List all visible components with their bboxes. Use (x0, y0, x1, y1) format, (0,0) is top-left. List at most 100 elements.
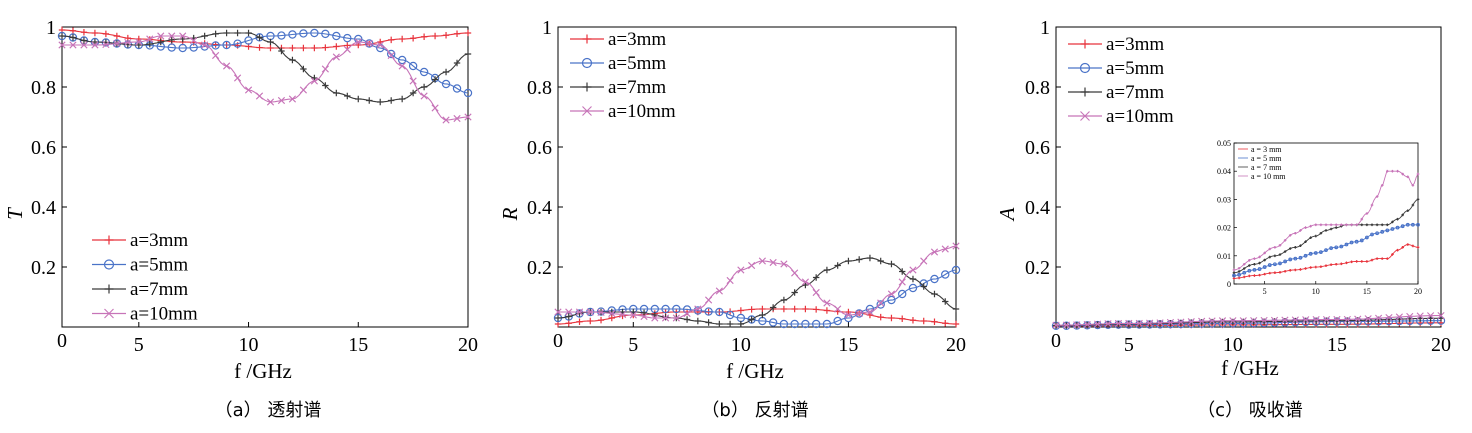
data-point (189, 43, 198, 52)
inset-data-point (1365, 212, 1369, 215)
legend-label-a7: a=7mm (608, 77, 666, 98)
inset-data-point (1319, 231, 1323, 235)
inset-data-point (1350, 223, 1353, 227)
data-point (1281, 316, 1289, 324)
data-point (1250, 318, 1257, 325)
data-point (780, 305, 788, 313)
legend-marker (103, 259, 115, 270)
inset-data-point (1283, 259, 1288, 264)
legend-marker (582, 106, 592, 116)
data-point (464, 29, 472, 37)
inset-data-point (1294, 246, 1297, 249)
data-point (930, 274, 939, 284)
data-point (1052, 321, 1060, 329)
x-tick-label: 15 (838, 334, 858, 356)
data-point (58, 41, 66, 49)
data-point (575, 309, 584, 318)
data-point (420, 33, 428, 40)
data-point (398, 62, 406, 70)
y-tick-label: 0.4 (1025, 197, 1050, 219)
data-point (442, 116, 450, 124)
inset-data-point (1242, 270, 1247, 275)
data-point (397, 55, 407, 65)
data-point (398, 35, 406, 43)
inset-data-point (1278, 261, 1282, 266)
x-tick-label: 5 (1124, 334, 1134, 356)
x-axis-label: f /GHz (1221, 356, 1279, 380)
data-point (705, 319, 712, 326)
legend-marker (582, 34, 592, 44)
data-point (899, 268, 906, 275)
inset-data-point (1304, 267, 1307, 270)
data-point (245, 29, 252, 37)
data-point (1114, 319, 1123, 328)
x-tick-label: 20 (1431, 334, 1451, 356)
inset-data-point (1416, 198, 1420, 201)
inset-data-point (1237, 270, 1241, 273)
inset-data-point (1391, 253, 1394, 256)
data-point (1374, 314, 1383, 322)
inset-data-point (1345, 261, 1348, 265)
data-point (408, 61, 418, 71)
data-point (1208, 318, 1216, 326)
inset-data-point (1365, 223, 1369, 227)
data-point (1219, 318, 1226, 326)
inset-data-point (1386, 169, 1389, 173)
inset-data-point (1410, 222, 1415, 227)
inset-data-point (1406, 175, 1410, 179)
data-point (1229, 318, 1237, 326)
data-point (398, 95, 406, 103)
data-point (1427, 312, 1435, 320)
data-point (255, 33, 264, 42)
data-point (854, 309, 864, 318)
data-point (576, 318, 583, 325)
data-point (952, 242, 960, 250)
inset-data-point (1263, 272, 1266, 276)
legend-label-a10: a=10mm (1106, 106, 1174, 127)
panel-caption: （a） 透射谱 (215, 400, 322, 421)
series-a10 (554, 242, 960, 322)
data-point (1146, 319, 1154, 327)
series-a10 (1052, 312, 1445, 329)
panel-caption: （b） 反射谱 (701, 400, 808, 421)
data-point (332, 31, 341, 41)
data-point (1323, 317, 1330, 324)
inset-data-point (1406, 209, 1410, 212)
inset-data-point (1396, 248, 1399, 252)
inset-data-point (1237, 276, 1241, 280)
data-point (758, 257, 766, 265)
data-point (608, 309, 616, 318)
data-point (1208, 317, 1216, 325)
legend-label-a3: a=3mm (1106, 34, 1164, 55)
data-point (267, 38, 274, 46)
data-point (1302, 317, 1309, 325)
inset-data-point (1329, 263, 1333, 266)
inset-data-point (1360, 260, 1364, 263)
inset-y-tick-label: 0.04 (1217, 167, 1231, 176)
inset-data-point (1303, 253, 1308, 258)
data-point (737, 320, 745, 328)
data-point (333, 43, 340, 50)
inset-data-point (1400, 224, 1405, 229)
data-point (113, 32, 121, 40)
data-point (1135, 319, 1143, 327)
data-point (587, 317, 594, 325)
inset-data-point (1232, 271, 1236, 275)
y-tick-label: 0.2 (527, 257, 552, 279)
data-point (769, 304, 777, 311)
inset-data-point (1263, 251, 1266, 255)
x-tick-label: 20 (946, 334, 966, 356)
inset-series-a10 (1232, 169, 1420, 272)
data-point (1240, 318, 1247, 326)
inset-data-point (1370, 223, 1374, 227)
x-tick-label: 10 (239, 334, 259, 356)
data-point (431, 32, 439, 40)
data-point (1354, 317, 1361, 324)
data-point (201, 41, 209, 49)
data-point (802, 281, 809, 289)
data-point (211, 41, 220, 50)
data-point (759, 305, 766, 313)
data-point (672, 314, 680, 322)
inset-chart: 00.010.020.030.040.055 10 15 20a = 3 mma = … (1210, 139, 1424, 301)
data-point (431, 104, 439, 112)
